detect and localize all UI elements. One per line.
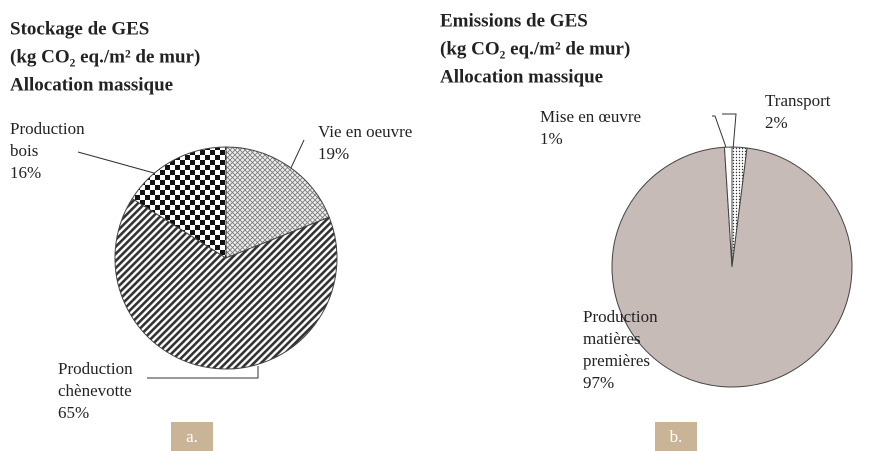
pie-slice xyxy=(131,146,227,259)
slice-label: Mise en œuvre xyxy=(540,107,641,126)
slice-value-label: 19% xyxy=(318,144,349,163)
slice-value-label: 97% xyxy=(583,373,614,392)
slice-label: Vie en oeuvre xyxy=(318,122,412,141)
slice-value-label: 2% xyxy=(765,113,788,132)
panel-box xyxy=(655,422,697,451)
panel-label: b. xyxy=(670,427,683,446)
chart-title: Allocation massique xyxy=(10,74,173,95)
chart-title: Emissions de GES xyxy=(440,10,588,31)
slice-label: Production matières premières xyxy=(583,307,658,370)
panel-label: a. xyxy=(186,427,198,446)
slice-label: Production bois xyxy=(10,119,85,160)
slice-value-label: 65% xyxy=(58,403,89,422)
slice-label: Production chènevotte xyxy=(58,359,133,400)
chart-title: (kg CO₂ eq./m² de mur) xyxy=(440,38,630,59)
pie-slice xyxy=(611,146,853,388)
pie-slice xyxy=(114,197,338,370)
slice-value-label: 1% xyxy=(540,129,563,148)
slice-value-label: 16% xyxy=(10,163,41,182)
pie-slice xyxy=(723,146,733,268)
chart-title: Stockage de GES xyxy=(10,18,149,39)
slice-label: Transport xyxy=(765,91,831,110)
chart-title: (kg CO₂ eq./m² de mur) xyxy=(10,46,200,67)
chart-title: Allocation massique xyxy=(440,66,603,87)
pie-slice xyxy=(225,146,330,259)
panel-box xyxy=(171,422,213,451)
